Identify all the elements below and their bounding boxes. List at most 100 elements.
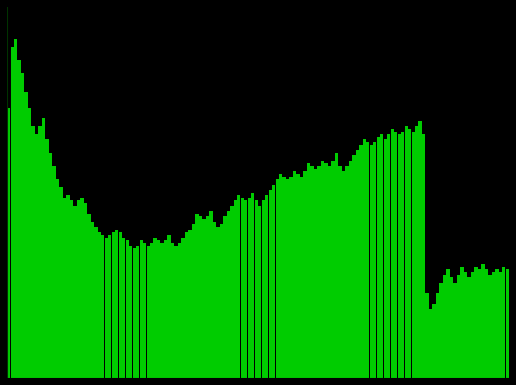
Bar (73, 206, 76, 378)
Bar (363, 139, 366, 378)
Bar (35, 134, 38, 378)
Bar (21, 73, 24, 378)
Bar (478, 270, 481, 378)
Bar (188, 229, 191, 378)
Bar (150, 243, 153, 378)
Bar (157, 240, 160, 378)
Bar (303, 171, 307, 378)
Bar (192, 224, 195, 378)
Bar (331, 161, 334, 378)
Bar (42, 118, 45, 378)
Bar (432, 304, 436, 378)
Bar (307, 163, 310, 378)
Bar (495, 270, 498, 378)
Bar (454, 283, 457, 378)
Bar (429, 309, 432, 378)
Bar (502, 267, 506, 378)
Bar (369, 145, 373, 378)
Bar (325, 163, 328, 378)
Bar (24, 92, 28, 378)
Bar (397, 134, 401, 378)
Bar (213, 222, 216, 378)
Bar (436, 293, 439, 378)
Bar (506, 270, 509, 378)
Bar (342, 171, 345, 378)
Bar (464, 272, 467, 378)
Bar (49, 153, 52, 378)
Bar (202, 219, 205, 378)
Bar (164, 240, 167, 378)
Bar (80, 198, 84, 378)
Bar (98, 232, 101, 378)
Bar (14, 39, 18, 378)
Bar (349, 161, 352, 378)
Bar (418, 121, 422, 378)
Bar (460, 267, 464, 378)
Bar (84, 203, 87, 378)
Bar (59, 187, 62, 378)
Bar (383, 139, 387, 378)
Bar (279, 174, 282, 378)
Bar (216, 227, 219, 378)
Bar (401, 132, 405, 378)
Bar (286, 179, 289, 378)
Bar (115, 229, 119, 378)
Bar (129, 246, 133, 378)
Bar (133, 248, 136, 378)
Bar (443, 275, 446, 378)
Bar (87, 214, 90, 378)
Bar (446, 270, 449, 378)
Bar (408, 129, 411, 378)
Bar (105, 238, 108, 378)
Bar (276, 179, 279, 378)
Bar (171, 243, 174, 378)
Bar (297, 174, 300, 378)
Bar (240, 198, 244, 378)
Bar (488, 275, 492, 378)
Bar (293, 171, 296, 378)
Bar (321, 161, 324, 378)
Bar (139, 240, 143, 378)
Bar (485, 270, 488, 378)
Bar (373, 142, 377, 378)
Bar (227, 211, 230, 378)
Bar (199, 216, 202, 378)
Bar (356, 150, 359, 378)
Bar (366, 142, 369, 378)
Bar (122, 238, 125, 378)
Bar (377, 137, 380, 378)
Bar (111, 232, 115, 378)
Bar (412, 132, 415, 378)
Bar (289, 177, 293, 378)
Bar (38, 126, 42, 378)
Bar (415, 126, 418, 378)
Bar (70, 201, 73, 378)
Bar (220, 224, 223, 378)
Bar (422, 134, 425, 378)
Bar (391, 129, 394, 378)
Bar (457, 275, 460, 378)
Bar (258, 206, 262, 378)
Bar (185, 232, 188, 378)
Bar (178, 243, 181, 378)
Bar (52, 166, 56, 378)
Bar (206, 216, 209, 378)
Bar (45, 139, 49, 378)
Bar (223, 216, 227, 378)
Bar (108, 235, 111, 378)
Bar (481, 264, 485, 378)
Bar (282, 177, 286, 378)
Bar (405, 126, 408, 378)
Bar (153, 238, 157, 378)
Bar (244, 201, 248, 378)
Bar (338, 166, 342, 378)
Bar (10, 47, 14, 378)
Bar (272, 184, 276, 378)
Bar (77, 201, 80, 378)
Bar (492, 272, 495, 378)
Bar (254, 201, 258, 378)
Bar (101, 235, 104, 378)
Bar (300, 177, 303, 378)
Bar (237, 195, 240, 378)
Bar (251, 192, 254, 378)
